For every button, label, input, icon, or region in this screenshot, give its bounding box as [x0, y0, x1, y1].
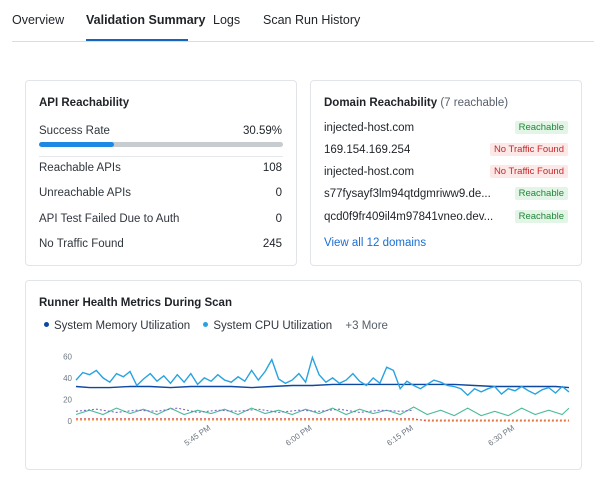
no-traffic-label: No Traffic Found: [39, 238, 124, 250]
series-line-2: [75, 355, 570, 397]
status-badge: No Traffic Found: [489, 165, 568, 178]
success-rate-bar-fill: [39, 142, 114, 147]
x-tick-label: 5:45 PM: [183, 423, 213, 448]
api-reachability-title: API Reachability: [39, 97, 130, 109]
tab-overview[interactable]: Overview: [12, 13, 65, 27]
legend-more-button[interactable]: +3 More: [345, 320, 388, 332]
series-line-1: [75, 383, 570, 389]
domain-name: qcd0f9fr409il4m97841vneo.dev...: [324, 211, 494, 223]
no-traffic-value: 245: [262, 238, 282, 250]
tab-bar: Overview Validation Summary Logs Scan Ru…: [12, 0, 594, 42]
status-badge: Reachable: [514, 210, 568, 223]
legend-dot-icon: [44, 322, 49, 328]
api-reachability-card: API Reachability Success Rate 30.59% Rea…: [25, 80, 297, 266]
y-tick-label: 60: [63, 352, 72, 361]
x-tick-label: 6:30 PM: [487, 423, 517, 448]
success-rate-value: 30.59%: [242, 125, 282, 137]
reachable-apis-value: 108: [262, 162, 282, 174]
status-badge: No Traffic Found: [489, 143, 568, 156]
series-line-4: [75, 407, 414, 413]
reachable-count: (7 reachable): [440, 97, 509, 109]
legend-dot-icon: [203, 322, 209, 328]
y-tick-label: 20: [63, 395, 72, 404]
tab-logs[interactable]: Logs: [213, 13, 241, 27]
x-tick-label: 6:15 PM: [385, 423, 415, 448]
series-line-3: [75, 406, 570, 417]
legend-label: System CPU Utilization: [213, 320, 333, 332]
domain-name: s77fysayf3lm94qtdgmriww9.de...: [324, 188, 491, 200]
auth-failed-value: 0: [275, 213, 282, 225]
tab-validation-summary[interactable]: Validation Summary: [86, 13, 206, 27]
legend-item-cpu[interactable]: System CPU Utilization: [203, 320, 332, 332]
unreachable-apis-label: Unreachable APIs: [39, 187, 132, 199]
y-tick-label: 40: [63, 374, 72, 383]
domain-name: 169.154.169.254: [324, 144, 411, 156]
metrics-chart: 60 40 20 0 5:45 PM 6:00 PM 6:15 PM 6:30 PM: [63, 352, 570, 448]
reachable-apis-label: Reachable APIs: [39, 162, 121, 174]
x-tick-label: 6:00 PM: [284, 423, 314, 448]
status-badge: Reachable: [514, 121, 568, 134]
unreachable-apis-value: 0: [275, 187, 282, 199]
success-rate-bar: [39, 142, 283, 147]
domain-name: injected-host.com: [324, 122, 415, 134]
y-tick-label: 0: [68, 417, 73, 426]
runner-health-title: Runner Health Metrics During Scan: [39, 297, 232, 309]
legend-item-memory[interactable]: System Memory Utilization: [44, 320, 190, 332]
domain-name: injected-host.com: [324, 166, 415, 178]
auth-failed-label: API Test Failed Due to Auth: [39, 213, 180, 225]
success-rate-label: Success Rate: [39, 125, 110, 137]
divider: [39, 156, 283, 157]
status-badge: Reachable: [514, 187, 568, 200]
tab-scan-run-history[interactable]: Scan Run History: [263, 13, 361, 27]
active-tab-indicator: [86, 39, 188, 41]
legend-label: System Memory Utilization: [54, 320, 191, 332]
domain-reachability-heading: Domain Reachability: [324, 97, 438, 109]
domain-reachability-title: Domain Reachability (7 reachable): [324, 97, 508, 109]
domain-reachability-card: Domain Reachability (7 reachable) inject…: [310, 80, 582, 266]
runner-health-card: Runner Health Metrics During Scan System…: [25, 280, 582, 470]
view-all-domains-link[interactable]: View all 12 domains: [324, 237, 427, 249]
chart-legend: System Memory Utilization System CPU Uti…: [44, 320, 398, 332]
